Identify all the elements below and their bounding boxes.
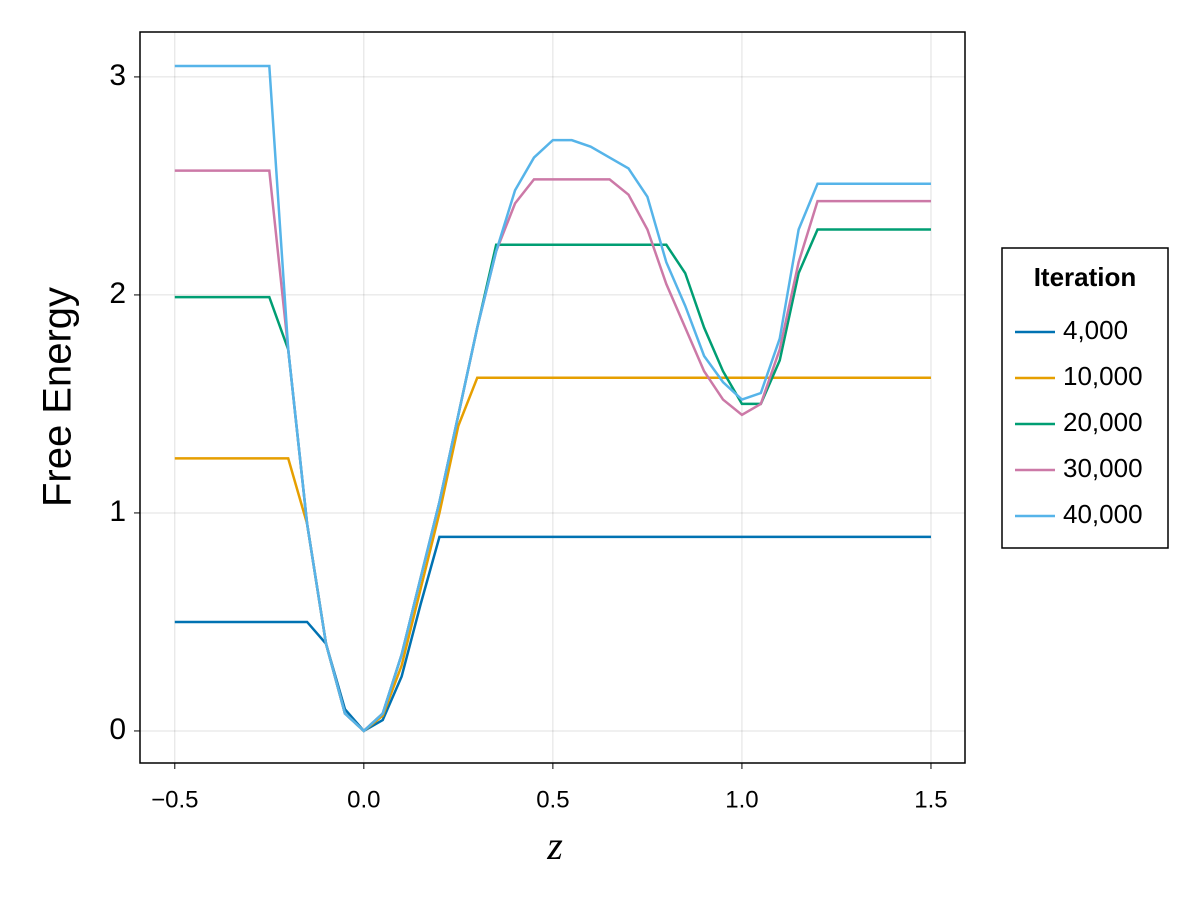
legend-title: Iteration	[1034, 262, 1137, 292]
x-tick-label: 1.0	[725, 786, 758, 813]
x-tick-label: −0.5	[151, 786, 198, 813]
plot-frame	[139, 31, 966, 764]
legend-label: 30,000	[1063, 453, 1143, 483]
legend-box	[1001, 247, 1169, 549]
y-tick-label: 1	[109, 495, 126, 528]
line-series	[174, 535, 931, 733]
legend-label: 10,000	[1063, 361, 1143, 391]
x-tick-label: 0.5	[536, 786, 569, 813]
y-axis-label: Free Energy	[36, 287, 80, 507]
y-tick-label: 3	[109, 59, 126, 92]
legend-label: 40,000	[1063, 499, 1143, 529]
y-tick-label: 0	[109, 713, 126, 746]
legend-label: 4,000	[1063, 315, 1128, 345]
y-tick-label: 2	[109, 277, 126, 310]
x-tick-label: 1.5	[914, 786, 947, 813]
x-tick-label: 0.0	[347, 786, 380, 813]
line-series	[174, 64, 931, 733]
legend-label: 20,000	[1063, 407, 1143, 437]
line-series	[174, 376, 931, 733]
x-axis-label: z	[546, 823, 563, 868]
